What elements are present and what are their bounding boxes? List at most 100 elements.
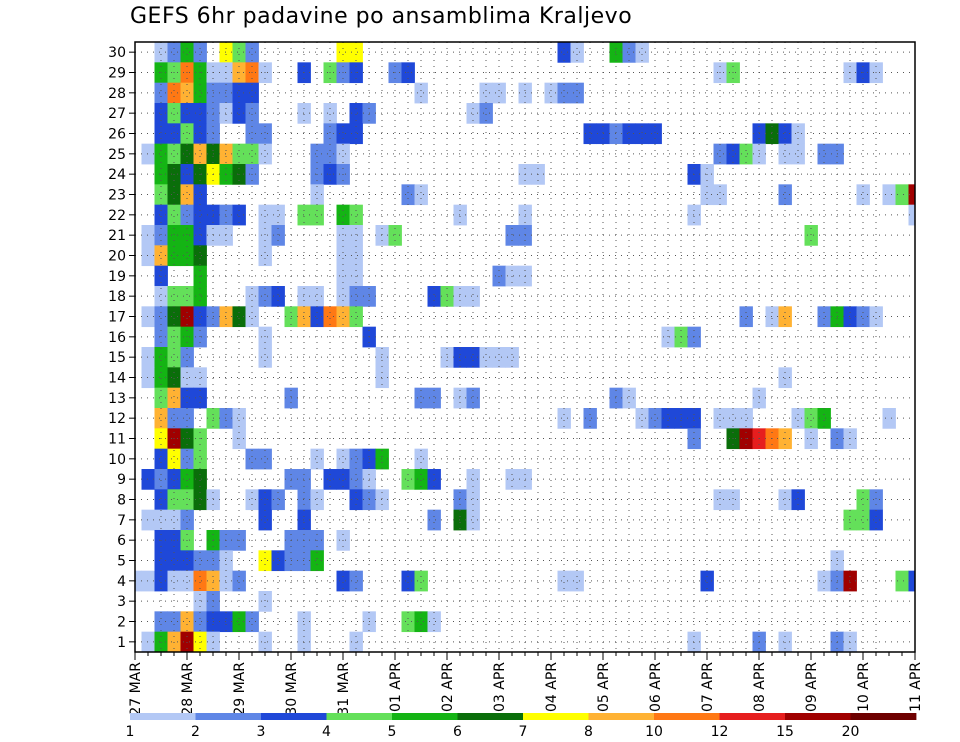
colorbar-label: 12 (711, 724, 729, 740)
heatmap-cell (908, 184, 916, 206)
heatmap-cell (856, 184, 870, 206)
heatmap-cell (167, 448, 181, 470)
heatmap-cell (349, 286, 363, 307)
heatmap-cell (180, 347, 194, 368)
heatmap-cell (167, 204, 181, 226)
heatmap-cell (466, 286, 480, 307)
heatmap-cell (180, 123, 194, 145)
heatmap-cell (219, 611, 233, 633)
heatmap-cell (843, 570, 857, 592)
heatmap-cell (154, 286, 168, 307)
y-tick-label: 26 (108, 127, 126, 143)
heatmap-cell (713, 184, 727, 206)
heatmap-cell (349, 42, 363, 63)
heatmap-cell (492, 347, 506, 368)
y-tick-label: 25 (108, 147, 126, 163)
heatmap-cell (401, 570, 415, 592)
y-tick-label: 23 (108, 188, 126, 204)
heatmap-cell (232, 103, 246, 124)
heatmap-cell (180, 103, 194, 124)
y-tick-label: 5 (117, 554, 126, 570)
heatmap-cell (232, 306, 246, 328)
heatmap-cell (336, 143, 350, 165)
heatmap-cell (297, 204, 311, 226)
colorbar-label: 6 (453, 724, 462, 740)
heatmap-cell (414, 570, 428, 592)
heatmap-cell (635, 123, 649, 145)
heatmap-cell (817, 408, 831, 429)
heatmap-cell (323, 103, 337, 124)
colorbar-swatch (785, 713, 851, 720)
grid-layer (135, 42, 915, 652)
heatmap-cell (219, 550, 233, 572)
heatmap-cell (713, 143, 727, 165)
y-tick-label: 14 (108, 371, 126, 387)
heatmap-cell (778, 367, 792, 389)
x-tick-label: 31 MAR (336, 662, 352, 716)
heatmap-cell (154, 611, 168, 633)
heatmap-cell (193, 550, 207, 572)
heatmap-cell (219, 570, 233, 592)
heatmap-cell (219, 82, 233, 104)
heatmap-cell (180, 184, 194, 206)
heatmap-cell (323, 123, 337, 145)
heatmap-cell (141, 631, 155, 653)
heatmap-cell (791, 408, 805, 429)
heatmap-cell (245, 448, 259, 470)
heatmap-cell (193, 286, 207, 307)
heatmap-cell (141, 245, 155, 267)
heatmap-cell (895, 570, 909, 592)
heatmap-cell (297, 469, 311, 490)
heatmap-cell (141, 570, 155, 592)
heatmap-cell (453, 204, 467, 226)
heatmap-cell (232, 143, 246, 165)
heatmap-cell (609, 387, 623, 409)
heatmap-cell (882, 184, 896, 206)
heatmap-cell (180, 489, 194, 511)
heatmap-cell (193, 611, 207, 633)
heatmap-cell (336, 469, 350, 490)
heatmap-cell (193, 184, 207, 206)
heatmap-cell (648, 123, 662, 145)
heatmap-cell (505, 469, 519, 490)
heatmap-cell (180, 204, 194, 226)
heatmap-cell (765, 123, 779, 145)
heatmap-cell (713, 489, 727, 511)
heatmap-cell (700, 184, 714, 206)
heatmap-cell (141, 509, 155, 531)
heatmap-cell (336, 245, 350, 267)
heatmap-cell (349, 103, 363, 124)
heatmap-cell (219, 306, 233, 328)
heatmap-cell (180, 286, 194, 307)
heatmap-cell (791, 143, 805, 165)
y-tick-label: 20 (108, 249, 126, 265)
heatmap-cell (193, 123, 207, 145)
y-tick-label: 4 (117, 574, 126, 590)
heatmap-cell (505, 225, 519, 246)
heatmap-cell (804, 225, 818, 246)
heatmap-cell (609, 123, 623, 145)
y-axis: 1234567891011121314151617181920212223242… (108, 45, 135, 651)
colorbar: 1 2 3 4 5 6 7 8 10 12 15 20 (126, 713, 917, 740)
x-tick-label: 08 APR (752, 662, 768, 712)
heatmap-cell (713, 408, 727, 429)
colorbar-swatch (392, 713, 458, 720)
heatmap-cell (856, 509, 870, 531)
y-tick-label: 7 (117, 513, 126, 529)
y-tick-label: 27 (108, 106, 126, 122)
y-tick-label: 3 (117, 594, 126, 610)
heatmap-cell (622, 42, 636, 63)
colorbar-swatch (850, 713, 917, 720)
heatmap-cell (245, 286, 259, 307)
heatmap-cell (414, 611, 428, 633)
heatmap-cell (193, 245, 207, 267)
colorbar-label: 7 (519, 724, 528, 740)
heatmap-cell (154, 225, 168, 246)
heatmap-cell (219, 143, 233, 165)
heatmap-cell (843, 509, 857, 531)
heatmap-cell (622, 387, 636, 409)
heatmap-cell (609, 42, 623, 63)
heatmap-cell (310, 286, 324, 307)
heatmap-cell (193, 204, 207, 226)
heatmap-cell (349, 469, 363, 490)
